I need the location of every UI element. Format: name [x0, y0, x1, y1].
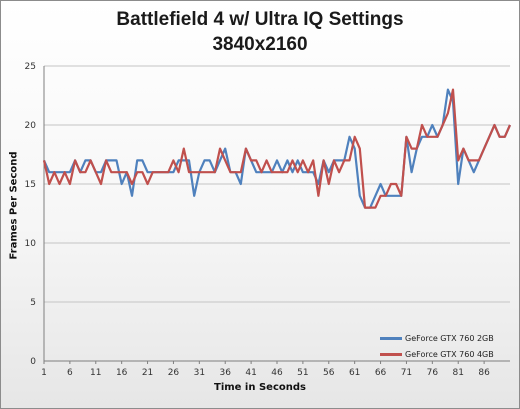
x-tick-label: 21	[142, 368, 153, 378]
y-tick-label: 20	[25, 121, 37, 131]
x-tick-label: 71	[401, 368, 412, 378]
x-tick-label: 46	[271, 368, 283, 378]
series-line-4gb	[42, 88, 512, 209]
x-tick-label: 31	[194, 368, 205, 378]
legend-swatch-2gb	[380, 336, 402, 340]
x-tick-label: 16	[116, 368, 128, 378]
x-tick-label: 56	[323, 368, 335, 378]
x-tick-label: 11	[90, 368, 101, 378]
y-tick-label: 15	[25, 180, 36, 190]
x-tick-label: 1	[41, 368, 47, 378]
x-tick-label: 36	[219, 368, 231, 378]
chart-legend: GeForce GTX 760 2GB GeForce GTX 760 4GB	[380, 330, 520, 362]
series-line-2gb	[42, 88, 512, 209]
x-axis-label: Time in Seconds	[214, 382, 306, 393]
legend-swatch-4gb	[380, 352, 402, 356]
chart-subtitle: 3840x2160	[212, 34, 308, 55]
legend-item-4gb: GeForce GTX 760 4GB	[380, 346, 520, 362]
x-tick-label: 51	[297, 368, 308, 378]
legend-label-2gb: GeForce GTX 760 2GB	[405, 333, 494, 343]
x-tick-label: 61	[349, 368, 360, 378]
x-tick-label: 41	[245, 368, 256, 378]
chart-title: Battlefield 4 w/ Ultra IQ Settings	[116, 9, 404, 30]
x-tick-label: 76	[427, 368, 439, 378]
x-tick-label: 26	[168, 368, 180, 378]
x-tick-label: 86	[478, 368, 490, 378]
legend-item-2gb: GeForce GTX 760 2GB	[380, 330, 520, 346]
y-tick-label: 0	[30, 357, 36, 367]
y-tick-label: 5	[30, 298, 36, 308]
x-tick-label: 81	[452, 368, 463, 378]
x-tick-label: 66	[375, 368, 387, 378]
x-tick-label: 6	[67, 368, 73, 378]
legend-label-4gb: GeForce GTX 760 4GB	[405, 349, 494, 359]
y-tick-label: 25	[25, 62, 36, 72]
y-tick-label: 10	[25, 239, 37, 249]
y-axis-label: Frames Per Second	[8, 151, 20, 260]
